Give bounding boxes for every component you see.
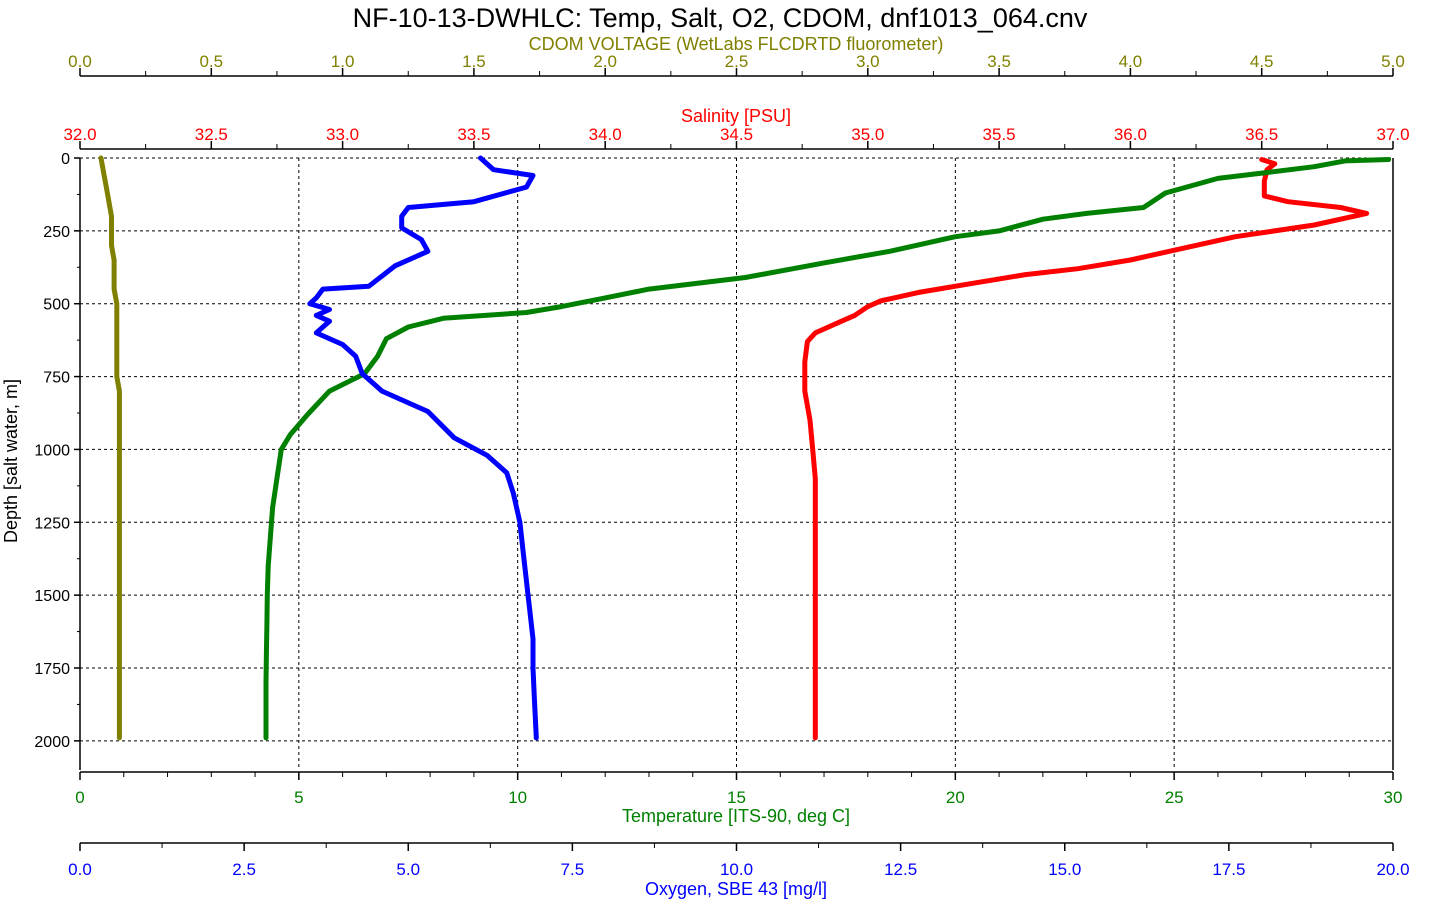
cdom-tick-label: 4.0 bbox=[1119, 52, 1143, 71]
cdom-axis-label: CDOM VOLTAGE (WetLabs FLCDRTD fluoromete… bbox=[529, 34, 944, 54]
salinity-tick-label: 37.0 bbox=[1376, 125, 1409, 144]
oxygen-tick-label: 12.5 bbox=[884, 860, 917, 879]
cdom-tick-label: 2.5 bbox=[725, 52, 749, 71]
series-group bbox=[98, 155, 1392, 741]
oxygen-tick-label: 5.0 bbox=[396, 860, 420, 879]
cdom-series-line bbox=[98, 155, 122, 741]
depth-tick-label: 250 bbox=[43, 224, 70, 241]
salinity-tick-label: 35.0 bbox=[851, 125, 884, 144]
cdom-tick-label: 1.0 bbox=[331, 52, 355, 71]
oxygen-series-line bbox=[307, 155, 539, 741]
oxygen-tick-label: 20.0 bbox=[1376, 860, 1409, 879]
depth-axis-label: Depth [salt water, m] bbox=[1, 379, 21, 543]
temperature-tick-label: 15 bbox=[727, 788, 746, 807]
cdom-tick-label: 4.5 bbox=[1250, 52, 1274, 71]
depth-tick-label: 1750 bbox=[34, 661, 70, 678]
temperature-tick-label: 10 bbox=[508, 788, 527, 807]
salinity-tick-label: 32.0 bbox=[63, 125, 96, 144]
cdom-tick-label: 2.0 bbox=[593, 52, 617, 71]
depth-tick-label: 500 bbox=[43, 297, 70, 314]
salinity-tick-label: 32.5 bbox=[195, 125, 228, 144]
cdom-tick-label: 3.0 bbox=[856, 52, 880, 71]
temperature-tick-label: 5 bbox=[294, 788, 303, 807]
salinity-series-line bbox=[802, 157, 1370, 741]
oxygen-tick-label: 17.5 bbox=[1212, 860, 1245, 879]
cdom-tick-label: 5.0 bbox=[1381, 52, 1405, 71]
cdom-tick-label: 1.5 bbox=[462, 52, 486, 71]
grid bbox=[80, 157, 1393, 770]
cdom-tick-label: 3.5 bbox=[987, 52, 1011, 71]
cdom-tick-label: 0.0 bbox=[68, 52, 92, 71]
oxygen-tick-label: 2.5 bbox=[232, 860, 256, 879]
salinity-tick-label: 33.5 bbox=[457, 125, 490, 144]
depth-tick-label: 1250 bbox=[34, 515, 70, 532]
depth-tick-label: 2000 bbox=[34, 734, 70, 751]
depth-tick-label: 0 bbox=[61, 151, 70, 168]
salinity-tick-label: 33.0 bbox=[326, 125, 359, 144]
temperature-tick-label: 25 bbox=[1165, 788, 1184, 807]
salinity-tick-label: 36.5 bbox=[1245, 125, 1278, 144]
depth-tick-label: 1000 bbox=[34, 442, 70, 459]
depth-tick-label: 750 bbox=[43, 370, 70, 387]
oxygen-tick-label: 7.5 bbox=[561, 860, 585, 879]
cdom-tick-label: 0.5 bbox=[199, 52, 223, 71]
oxygen-tick-label: 0.0 bbox=[68, 860, 92, 879]
salinity-axis-label: Salinity [PSU] bbox=[681, 106, 791, 126]
temperature-tick-label: 20 bbox=[946, 788, 965, 807]
temperature-series-line bbox=[263, 157, 1392, 741]
oxygen-axis-label: Oxygen, SBE 43 [mg/l] bbox=[645, 879, 827, 899]
temperature-tick-label: 0 bbox=[75, 788, 84, 807]
depth-tick-label: 1500 bbox=[34, 588, 70, 605]
oxygen-tick-label: 10.0 bbox=[720, 860, 753, 879]
salinity-tick-label: 35.5 bbox=[983, 125, 1016, 144]
salinity-tick-label: 36.0 bbox=[1114, 125, 1147, 144]
temperature-tick-label: 30 bbox=[1384, 788, 1403, 807]
salinity-tick-label: 34.0 bbox=[589, 125, 622, 144]
temperature-axis-label: Temperature [ITS-90, deg C] bbox=[622, 806, 850, 826]
salinity-tick-label: 34.5 bbox=[720, 125, 753, 144]
chart-title: NF-10-13-DWHLC: Temp, Salt, O2, CDOM, dn… bbox=[353, 3, 1088, 33]
oxygen-tick-label: 15.0 bbox=[1048, 860, 1081, 879]
